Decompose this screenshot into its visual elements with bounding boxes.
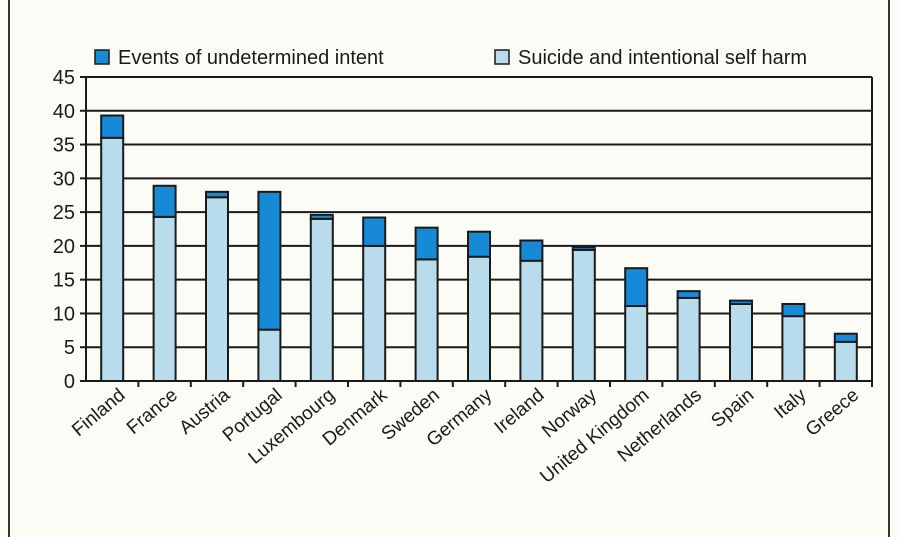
bar-segment — [624, 267, 649, 308]
bar-segment — [467, 255, 491, 383]
frame-left-border — [8, 0, 10, 537]
bars — [100, 114, 858, 383]
bar-segment — [205, 196, 229, 382]
x-tick-label: Ireland — [491, 385, 549, 438]
bar-segment — [152, 215, 177, 382]
bar-segment — [100, 136, 125, 382]
y-tick-label: 5 — [64, 337, 75, 359]
x-tick-label: Finland — [68, 385, 129, 441]
bar-segment — [152, 184, 177, 218]
legend-label-suicide: Suicide and intentional self harm — [518, 47, 807, 69]
bar-segment — [309, 213, 334, 220]
bar-segment — [467, 230, 491, 258]
y-tick-label: 15 — [53, 270, 75, 292]
bar-segment — [362, 216, 387, 247]
y-tick-label: 10 — [53, 303, 75, 325]
x-tick-label: Greece — [802, 385, 863, 441]
bar-segment — [414, 258, 439, 382]
legend-swatch-suicide — [494, 49, 510, 65]
bar-segment — [676, 290, 701, 299]
x-tick-label: France — [123, 385, 182, 439]
bar-segment — [729, 302, 753, 382]
bar-segment — [781, 315, 806, 382]
bar-segment — [519, 259, 544, 382]
bar-segment — [257, 190, 282, 331]
y-tick-label: 30 — [53, 168, 75, 190]
bar-segment — [257, 328, 282, 382]
y-tick-label: 35 — [53, 135, 75, 157]
bar-segment — [309, 217, 334, 382]
y-tick-label: 25 — [53, 202, 75, 224]
y-tick-label: 0 — [64, 371, 75, 393]
bar-segment — [362, 244, 387, 382]
bar-segment — [414, 226, 439, 261]
bar-segment — [729, 299, 753, 305]
legend-label-undetermined: Events of undetermined intent — [118, 47, 384, 69]
y-tick-label: 20 — [53, 236, 75, 258]
bar-segment — [519, 239, 544, 262]
bar-segment — [676, 296, 701, 383]
frame-right-border — [888, 0, 890, 537]
legend: Events of undetermined intent Suicide an… — [94, 47, 807, 69]
legend-swatch-undetermined — [94, 49, 110, 65]
bar-segment — [833, 332, 858, 343]
bar-segment — [571, 248, 596, 382]
bar-segment — [205, 190, 229, 199]
x-tick-label: Italy — [770, 384, 811, 423]
bar-segment — [100, 114, 125, 139]
y-tick-label: 45 — [53, 67, 75, 89]
bar-segment — [833, 340, 858, 382]
x-tick-label: Spain — [707, 385, 758, 432]
y-tick-label: 40 — [53, 101, 75, 123]
bar-segment — [624, 305, 649, 382]
bar-segment — [781, 302, 806, 318]
bar-segment — [571, 246, 596, 251]
